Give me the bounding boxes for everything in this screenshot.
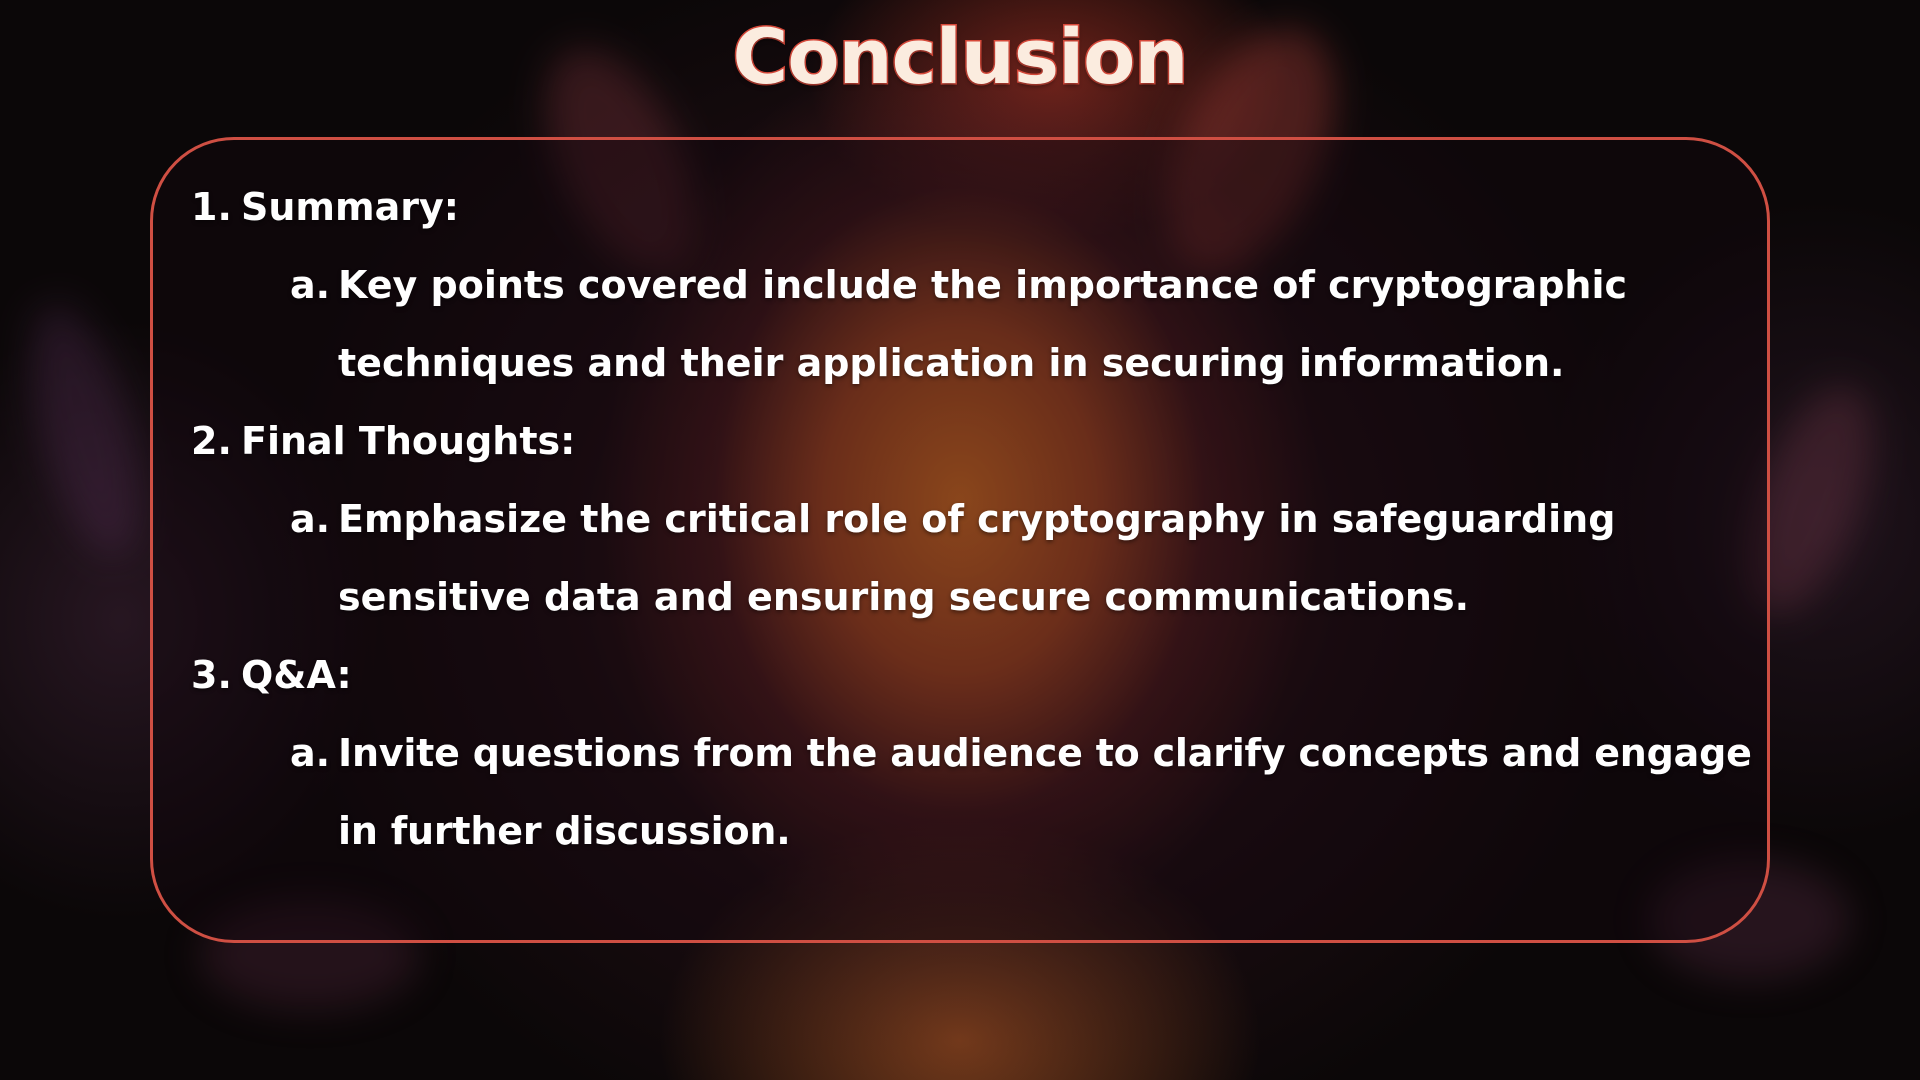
sub-item-summary: a. Key points covered include the import… [195, 246, 1765, 402]
list-item-qa: 3. Q&A: a. Invite questions from the aud… [191, 636, 1765, 870]
list-item-summary: 1. Summary: a. Key points covered includ… [191, 168, 1765, 402]
sub-item-letter: a. [290, 731, 331, 775]
list-item-heading-row: 3. Q&A: [191, 636, 1765, 714]
sub-item-letter: a. [290, 497, 331, 541]
list-item-final-thoughts: 2. Final Thoughts: a. Emphasize the crit… [191, 402, 1765, 636]
sub-item-text: Emphasize the critical role of cryptogra… [338, 497, 1616, 619]
sub-item-qa: a. Invite questions from the audience to… [195, 714, 1765, 870]
list-item-heading: Q&A: [241, 653, 352, 697]
list-item-heading: Final Thoughts: [241, 419, 576, 463]
sub-item-letter: a. [290, 263, 331, 307]
list-item-heading-row: 2. Final Thoughts: [191, 402, 1765, 480]
list-item-heading-row: 1. Summary: [191, 168, 1765, 246]
list-item-number: 3. [191, 653, 232, 697]
background-blur-shape [200, 900, 420, 1010]
list-item-heading: Summary: [241, 185, 459, 229]
list-item-number: 2. [191, 419, 232, 463]
background-blur-shape [7, 292, 163, 568]
content-panel [150, 137, 1770, 943]
sub-item-text: Key points covered include the importanc… [338, 263, 1627, 385]
sub-item-text: Invite questions from the audience to cl… [338, 731, 1752, 853]
conclusion-list: 1. Summary: a. Key points covered includ… [191, 168, 1765, 870]
slide-title: Conclusion [731, 11, 1190, 103]
list-item-number: 1. [191, 185, 232, 229]
sub-item-final-thoughts: a. Emphasize the critical role of crypto… [195, 480, 1765, 636]
